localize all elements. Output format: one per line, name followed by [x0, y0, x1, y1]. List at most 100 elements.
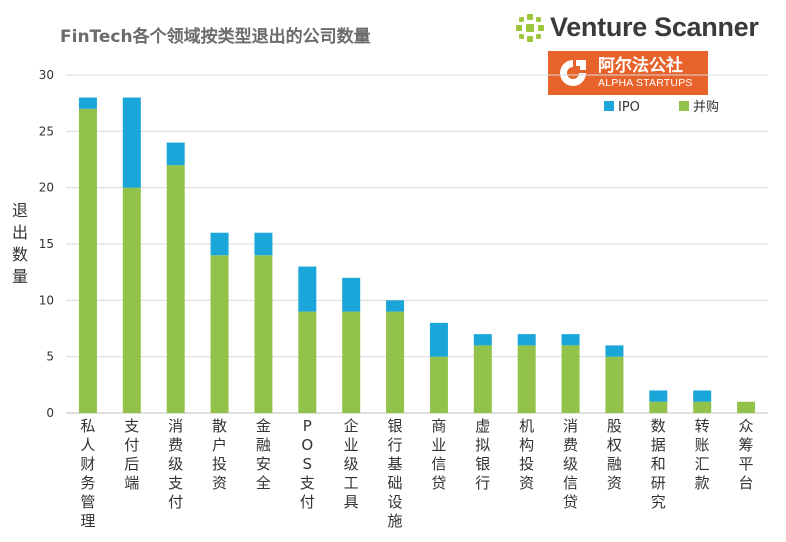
x-tick-label: 财 [80, 455, 95, 473]
x-tick-label: 筹 [739, 436, 754, 454]
x-tick-label: 究 [651, 493, 666, 511]
x-tick-label: 费 [168, 436, 183, 454]
x-tick-label: 转 [695, 417, 710, 435]
x-tick-label: 后 [124, 455, 139, 473]
x-tick-label: 银 [475, 455, 490, 473]
x-tick-label: 股 [607, 417, 622, 435]
x-tick-label: 业 [431, 436, 446, 454]
x-tick-label: 研 [651, 474, 666, 492]
x-tick-label: 工 [344, 474, 359, 492]
x-tick-label: 付 [124, 436, 139, 454]
bar-acquisition [166, 165, 185, 413]
x-tick-label: 施 [388, 512, 403, 530]
x-tick-label: 台 [739, 474, 754, 492]
x-tick-label: 众 [739, 417, 754, 435]
x-tick-label: 级 [344, 455, 359, 473]
x-tick-label: 级 [563, 455, 578, 473]
alpha-startups-badge: 阿尔法公社 ALPHA STARTUPS [548, 51, 708, 95]
x-tick-label: 金 [256, 417, 271, 435]
x-tick-label: 平 [739, 455, 754, 473]
bar-acquisition [517, 345, 536, 413]
x-tick-label: 商 [431, 417, 446, 435]
x-tick-label: 投 [519, 455, 534, 473]
x-tick-label: 融 [607, 455, 622, 473]
bar-acquisition [78, 108, 97, 414]
x-tick-label: 据 [651, 436, 666, 454]
bar-acquisition [386, 311, 405, 413]
x-tick-label: 资 [519, 474, 534, 492]
bar-ipo [210, 232, 229, 256]
x-tick-label: 资 [212, 474, 227, 492]
x-tick-label: 级 [168, 455, 183, 473]
x-tick-label: 安 [256, 455, 271, 473]
bar-ipo [78, 97, 97, 109]
x-tick-label: 具 [344, 493, 359, 511]
x-tick-label: 私 [80, 417, 95, 435]
x-tick-label: 基 [388, 455, 403, 473]
bar-ipo [517, 334, 536, 346]
bar-acquisition [298, 311, 317, 413]
x-tick-label: 设 [388, 493, 403, 511]
x-tick-label: 行 [475, 474, 490, 492]
x-tick-label: 贷 [563, 493, 578, 511]
legend-swatch [604, 101, 614, 111]
bar-ipo [649, 390, 668, 402]
bar-ipo [429, 322, 448, 357]
y-axis-label: 退出数量 [11, 201, 28, 286]
bar-acquisition [561, 345, 580, 413]
venture-scanner-logo-icon [516, 13, 544, 42]
y-tick-label: 20 [39, 181, 54, 195]
x-tick-label: 散 [212, 417, 227, 435]
x-tick-label: 费 [563, 436, 578, 454]
bar-ipo [473, 334, 492, 346]
venture-scanner-logo: Venture Scanner [516, 12, 759, 43]
y-tick-label: 30 [39, 68, 54, 82]
chart-title: FinTech各个领域按类型退出的公司数量 [60, 27, 371, 47]
y-tick-label: 10 [39, 293, 54, 307]
x-tick-label: 业 [344, 436, 359, 454]
x-tick-label: 础 [388, 474, 403, 492]
x-tick-label: 数 [651, 417, 666, 435]
y-tick-label: 15 [39, 237, 54, 251]
x-tick-label: 拟 [475, 436, 490, 454]
bar-acquisition [693, 401, 712, 413]
y-tick-label: 25 [39, 124, 54, 138]
bar-ipo [386, 300, 405, 312]
x-tick-label: 融 [256, 436, 271, 454]
bar-ipo [298, 266, 317, 312]
x-tick-label: 构 [519, 436, 534, 454]
x-tick-label: S [303, 455, 313, 473]
x-tick-label: 户 [212, 436, 227, 454]
bar-ipo [254, 232, 273, 256]
x-tick-label: 人 [80, 436, 95, 454]
x-tick-label: 投 [212, 455, 227, 473]
x-tick-label: 支 [124, 417, 139, 435]
x-tick-label: 账 [695, 436, 710, 454]
bar-ipo [342, 277, 361, 312]
x-tick-label: 企 [344, 417, 359, 435]
x-tick-label: 资 [607, 474, 622, 492]
y-tick-label: 0 [46, 406, 54, 420]
bar-acquisition [649, 401, 668, 413]
x-tick-label: 信 [563, 474, 578, 492]
x-tick-label: 款 [695, 474, 710, 492]
alpha-startups-cn: 阿尔法公社 [598, 55, 683, 76]
x-tick-label: 权 [607, 436, 622, 454]
bar-acquisition [605, 356, 624, 413]
x-tick-label: 消 [563, 417, 578, 435]
x-tick-label: 贷 [431, 474, 446, 492]
legend-swatch [679, 101, 689, 111]
bar-acquisition [122, 187, 141, 413]
x-tick-label: P [303, 417, 312, 435]
x-tick-label: 和 [651, 455, 666, 473]
bar-ipo [605, 345, 624, 357]
x-tick-label: 务 [80, 474, 95, 492]
x-tick-label: 支 [168, 474, 183, 492]
x-tick-label: 付 [300, 493, 315, 511]
alpha-startups-en: ALPHA STARTUPS [598, 76, 693, 89]
legend-label: IPO [618, 100, 640, 115]
x-tick-label: 虚 [475, 417, 490, 435]
x-tick-label: 理 [80, 512, 95, 530]
bar-acquisition [342, 311, 361, 413]
